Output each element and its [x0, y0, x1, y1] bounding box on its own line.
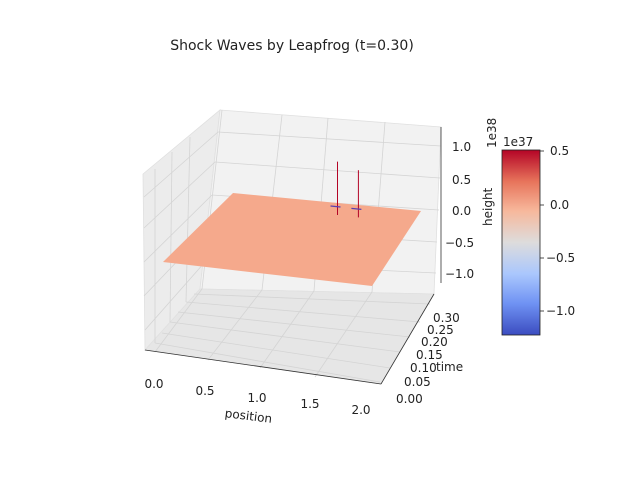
z-tick-label: −1.0: [445, 267, 474, 281]
x-tick-label: 0.5: [195, 384, 214, 398]
y-tick-label: 0.10: [410, 361, 437, 375]
x-tick-labels: 0.0 0.5 1.0 1.5 2.0: [144, 377, 370, 417]
x-tick-label: 1.5: [300, 397, 319, 411]
colorbar-tick-labels: 0.5 0.0 −0.5 −1.0: [546, 144, 575, 318]
spike-base: [351, 207, 362, 210]
spike-group: [330, 161, 362, 218]
z-tick-label: 0.0: [452, 204, 471, 218]
colorbar-tick-label: 0.5: [550, 144, 569, 158]
spike-base: [330, 205, 341, 208]
y-tick-label: 0.25: [427, 323, 454, 337]
z-tick-label: −0.5: [445, 236, 474, 250]
colorbar-ticks: [540, 150, 544, 312]
colorbar-tick-label: 0.0: [550, 198, 569, 212]
colorbar: [501, 149, 541, 336]
y-tick-label: 0.00: [396, 392, 423, 406]
chart-title: Shock Waves by Leapfrog (t=0.30): [170, 38, 414, 54]
z-tick-labels: 1.0 0.5 0.0 −0.5 −1.0: [445, 140, 474, 281]
y-axis-label: time: [436, 360, 463, 374]
z-offset-label: 1e38: [485, 118, 499, 148]
z-tick-label: 1.0: [452, 140, 471, 154]
z-tick-label: 0.5: [452, 173, 471, 187]
y-tick-label: 0.05: [404, 375, 431, 389]
y-tick-label: 0.20: [421, 335, 448, 349]
colorbar-tick-label: −1.0: [546, 304, 575, 318]
colorbar-tick-label: −0.5: [546, 251, 575, 265]
z-axis-label: height: [481, 187, 495, 226]
y-tick-labels: 0.30 0.25 0.20 0.15 0.10 0.05 0.00: [396, 311, 460, 406]
x-axis-label: position: [224, 406, 273, 426]
surface-plane: [163, 193, 421, 286]
y-tick-label: 0.15: [416, 348, 443, 362]
x-tick-label: 2.0: [351, 403, 370, 417]
pane-floor: [144, 288, 435, 385]
colorbar-offset-label: 1e37: [503, 135, 533, 149]
x-tick-label: 1.0: [247, 391, 266, 405]
x-tick-label: 0.0: [144, 377, 163, 391]
axis-lines: [144, 127, 442, 385]
y-tick-label: 0.30: [433, 311, 460, 325]
